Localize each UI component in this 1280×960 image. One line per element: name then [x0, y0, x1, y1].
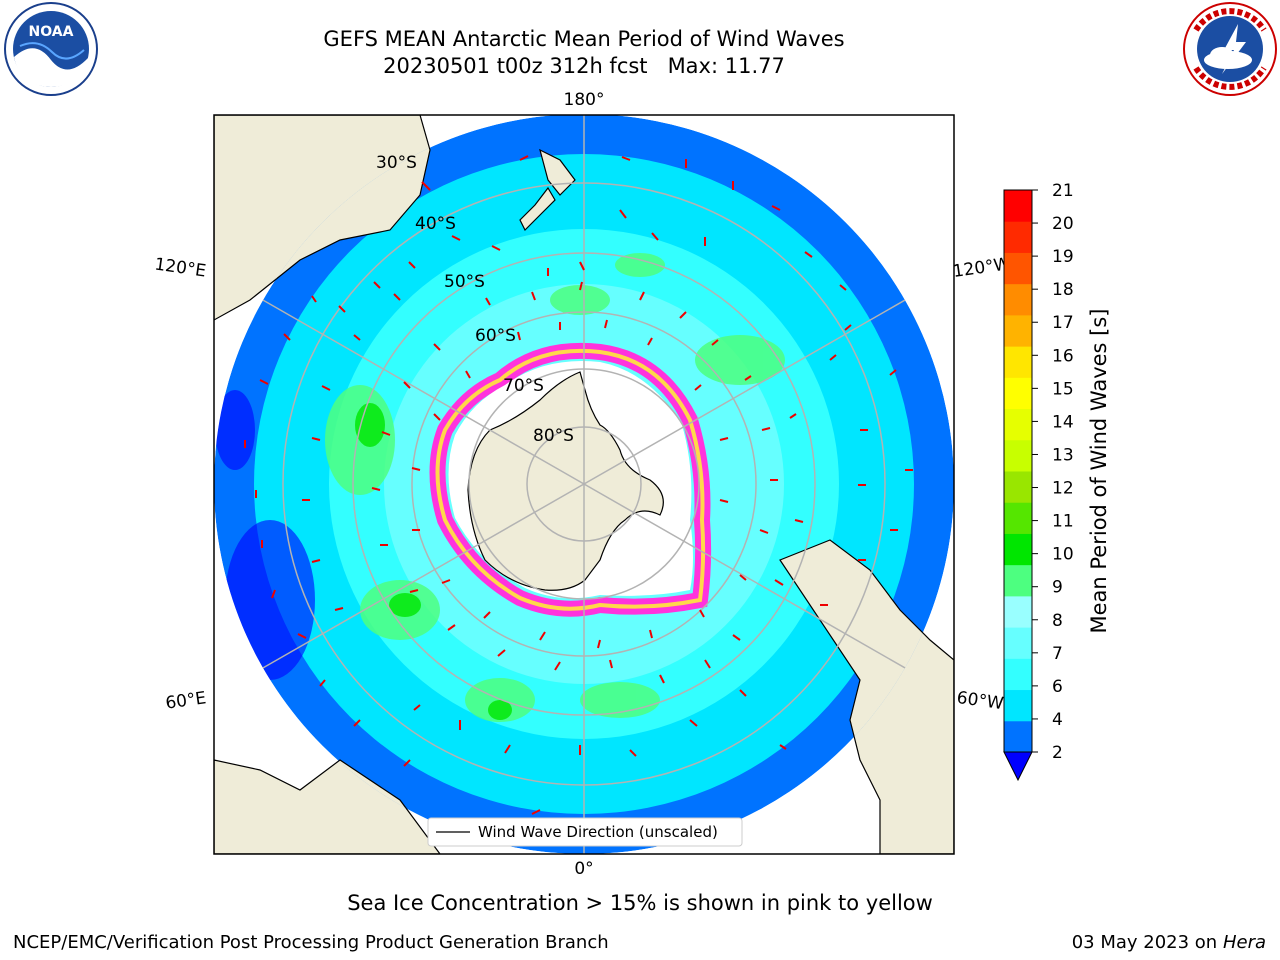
colorbar-segment	[1004, 689, 1032, 722]
colorbar-tick-label: 8	[1052, 611, 1063, 631]
colorbar-tick-label: 13	[1052, 445, 1074, 465]
sea-ice-note: Sea Ice Concentration > 15% is shown in …	[347, 891, 933, 915]
colorbar-segment	[1004, 377, 1032, 410]
lon-label-60e: 60°E	[164, 688, 207, 713]
map-area: Wind Wave Direction (unscaled)	[214, 115, 954, 854]
colorbar-tick-label: 11	[1052, 512, 1074, 532]
date-text: 03 May 2023 on Hera	[1072, 932, 1266, 953]
graticule	[214, 115, 954, 854]
colorbar-segment	[1004, 283, 1032, 316]
colorbar: 2 4 6 7 8 9 10 11 12 13 14 15 16 17 18 19 20 21	[1003, 181, 1074, 782]
colorbar-tick-label: 16	[1052, 346, 1074, 366]
colorbar-tick-label: 20	[1052, 214, 1074, 234]
lon-label-120w: 120°W	[952, 254, 1012, 282]
colorbar-tick-label: 7	[1052, 644, 1063, 664]
lat-label-70s: 70°S	[503, 376, 544, 396]
map-frame	[213, 114, 955, 855]
legend: Wind Wave Direction (unscaled)	[427, 817, 743, 847]
lat-label-30s: 30°S	[376, 153, 417, 173]
colorbar-segment	[1004, 471, 1032, 503]
colorbar-segment	[1004, 190, 1032, 222]
machine-name: Hera	[1222, 932, 1266, 953]
nws-logo	[1183, 2, 1277, 96]
noaa-logo-text: NOAA	[29, 24, 74, 40]
colorbar-segment	[1004, 658, 1032, 691]
date-label: 03 May 2023 on	[1071, 932, 1218, 953]
colorbar-tick-label: 12	[1052, 479, 1074, 499]
colorbar-outline	[1003, 189, 1033, 753]
colorbar-segment	[1004, 252, 1032, 285]
lon-label-0: 0°	[574, 859, 593, 879]
map-subtitle: 20230501 t00z 312h fcst Max: 11.77	[383, 54, 785, 78]
colorbar-segment	[1004, 502, 1032, 534]
colorbar-tick-label: 2	[1052, 743, 1063, 763]
new-zealand-south	[519, 186, 556, 232]
colorbar-tick-label: 6	[1052, 677, 1063, 697]
colorbar-tick-label: 17	[1052, 313, 1074, 333]
colorbar-segment	[1004, 221, 1032, 253]
lat-label-50s: 50°S	[444, 272, 485, 292]
colorbar-tick-label: 15	[1052, 379, 1074, 399]
lat-label-40s: 40°S	[415, 214, 456, 234]
colorbar-segment	[1004, 346, 1032, 378]
lat-label-60s: 60°S	[475, 326, 516, 346]
colorbar-segment	[1004, 439, 1032, 472]
noaa-logo: NOAA	[4, 2, 98, 96]
colorbar-tick-label: 21	[1052, 181, 1074, 201]
wind-wave-arrows	[244, 155, 913, 815]
colorbar-segment	[1004, 595, 1032, 628]
colorbar-tick-label: 10	[1052, 545, 1074, 565]
latitude-labels: 30°S 40°S 50°S 60°S 70°S 80°S	[376, 153, 574, 446]
colorbar-segment	[1004, 720, 1032, 753]
lat-label-80s: 80°S	[533, 426, 574, 446]
legend-label: Wind Wave Direction (unscaled)	[478, 823, 718, 841]
colorbar-label: Mean Period of Wind Waves [s]	[1087, 309, 1111, 634]
lon-label-180: 180°	[564, 90, 605, 110]
colorbar-tick-label: 14	[1052, 412, 1074, 432]
colorbar-extend-arrow	[1003, 751, 1033, 782]
colorbar-segment	[1004, 627, 1032, 659]
colorbar-segment	[1004, 408, 1032, 441]
lon-label-120e: 120°E	[153, 255, 207, 282]
map-title: GEFS MEAN Antarctic Mean Period of Wind …	[323, 27, 845, 51]
colorbar-tick-label: 4	[1052, 710, 1063, 730]
lon-label-60w: 60°W	[955, 688, 1004, 714]
colorbar-segment	[1004, 314, 1032, 347]
sea-ice	[429, 342, 712, 617]
colorbar-segment	[1004, 533, 1032, 566]
colorbar-tick-label: 19	[1052, 247, 1074, 267]
colorbar-segment	[1004, 564, 1032, 597]
colorbar-tick-label: 18	[1052, 280, 1074, 300]
credit-text: NCEP/EMC/Verification Post Processing Pr…	[13, 932, 609, 953]
colorbar-tick-label: 9	[1052, 578, 1063, 598]
